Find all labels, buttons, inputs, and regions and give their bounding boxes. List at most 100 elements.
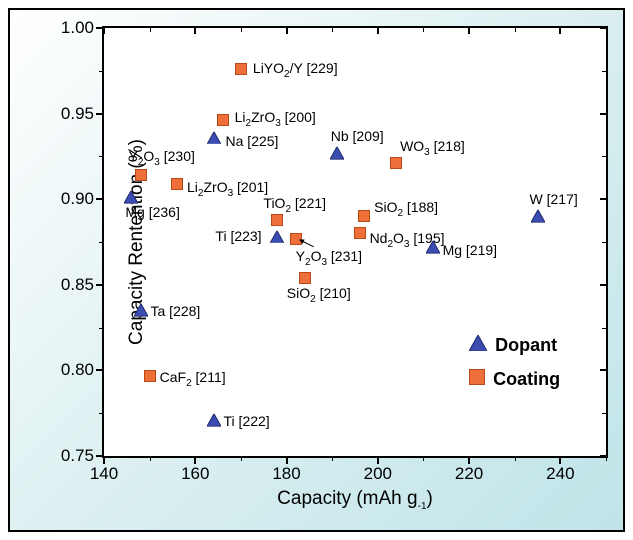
- x-minor-tick: [515, 456, 516, 461]
- point-label: TiO2 [221]: [263, 196, 326, 215]
- coating-point: [235, 63, 247, 75]
- point-label: Li2ZrO3 [201]: [187, 180, 268, 199]
- y-minor-tick: [99, 413, 104, 414]
- x-tick: [286, 26, 288, 34]
- y-tick: [96, 113, 104, 115]
- coating-point: [135, 169, 147, 181]
- y-minor-tick: [99, 242, 104, 243]
- x-axis-label: Capacity (mAh g-1): [277, 488, 433, 512]
- chart-frame: Capacity (mAh g-1) Capacity Rentention (…: [0, 0, 633, 540]
- x-tick-label: 180: [272, 464, 300, 484]
- point-label: SiO2 [188]: [374, 200, 438, 219]
- x-tick-label: 160: [181, 464, 209, 484]
- x-minor-tick: [515, 27, 516, 32]
- coating-point: [171, 178, 183, 190]
- legend-label: Coating: [493, 369, 560, 390]
- x-minor-tick: [150, 456, 151, 461]
- legend-label: Dopant: [495, 335, 557, 356]
- coating-point: [217, 114, 229, 126]
- legend-item: Dopant: [469, 335, 557, 356]
- y-tick: [600, 369, 608, 371]
- dopant-point: [207, 131, 221, 144]
- x-minor-tick: [150, 27, 151, 32]
- coating-point: [354, 227, 366, 239]
- dopant-point: [207, 414, 221, 427]
- y-tick: [600, 198, 608, 200]
- y-tick: [96, 27, 104, 29]
- x-tick-label: 240: [546, 464, 574, 484]
- x-tick: [377, 26, 379, 34]
- square-icon: [469, 369, 485, 390]
- dopant-point: [270, 231, 284, 244]
- coating-point: [299, 272, 311, 284]
- y-tick: [600, 27, 608, 29]
- coating-point: [271, 214, 283, 226]
- point-label: CaF2 [211]: [160, 370, 226, 389]
- x-tick: [559, 26, 561, 34]
- triangle-icon: [469, 335, 487, 356]
- y-minor-tick: [602, 156, 607, 157]
- point-label: Na [225]: [226, 134, 279, 148]
- point-label: Ti [223]: [215, 229, 261, 243]
- dopant-point: [426, 241, 440, 254]
- x-tick: [468, 456, 470, 464]
- y-minor-tick: [99, 328, 104, 329]
- y-tick-label: 0.85: [61, 275, 94, 295]
- y-tick-label: 0.75: [61, 446, 94, 466]
- y-minor-tick: [602, 328, 607, 329]
- y-tick: [600, 455, 608, 457]
- point-label: Y2O3 [230]: [129, 149, 195, 168]
- x-minor-tick: [241, 27, 242, 32]
- y-tick: [96, 198, 104, 200]
- y-tick: [96, 369, 104, 371]
- annotation-arrow: [296, 236, 318, 256]
- point-label: W [217]: [530, 192, 578, 206]
- x-tick: [377, 456, 379, 464]
- y-tick: [96, 455, 104, 457]
- y-minor-tick: [99, 71, 104, 72]
- x-tick: [286, 456, 288, 464]
- x-minor-tick: [332, 456, 333, 461]
- plot-area: Capacity (mAh g-1) Capacity Rentention (…: [102, 26, 608, 458]
- dopant-point: [531, 210, 545, 223]
- chart-outer-border: Capacity (mAh g-1) Capacity Rentention (…: [8, 8, 625, 532]
- x-tick: [103, 456, 105, 464]
- y-tick: [600, 113, 608, 115]
- dopant-point: [134, 304, 148, 317]
- x-tick: [559, 456, 561, 464]
- x-minor-tick: [423, 456, 424, 461]
- point-label: SiO2 [210]: [287, 286, 351, 305]
- point-label: Mg [219]: [443, 243, 497, 257]
- y-tick: [96, 284, 104, 286]
- y-tick-label: 0.80: [61, 360, 94, 380]
- point-label: Nb [209]: [331, 129, 384, 143]
- y-tick-label: 0.90: [61, 189, 94, 209]
- point-label: WO3 [218]: [400, 139, 465, 158]
- point-label: LiYO2/Y [229]: [253, 61, 338, 80]
- x-tick: [194, 26, 196, 34]
- x-tick-label: 220: [455, 464, 483, 484]
- x-tick-label: 200: [364, 464, 392, 484]
- y-minor-tick: [602, 242, 607, 243]
- point-label: Ti [222]: [224, 414, 270, 428]
- legend-item: Coating: [469, 369, 560, 390]
- x-tick: [194, 456, 196, 464]
- dopant-point: [330, 147, 344, 160]
- x-minor-tick: [332, 27, 333, 32]
- x-tick-label: 140: [90, 464, 118, 484]
- coating-point: [390, 157, 402, 169]
- point-label: Mg [236]: [125, 205, 179, 219]
- x-tick: [468, 26, 470, 34]
- y-minor-tick: [99, 156, 104, 157]
- x-minor-tick: [241, 456, 242, 461]
- dopant-point: [124, 191, 138, 204]
- y-tick: [600, 284, 608, 286]
- coating-point: [358, 210, 370, 222]
- y-minor-tick: [602, 413, 607, 414]
- x-minor-tick: [423, 27, 424, 32]
- y-minor-tick: [602, 71, 607, 72]
- y-tick-label: 0.95: [61, 104, 94, 124]
- coating-point: [144, 370, 156, 382]
- y-tick-label: 1.00: [61, 18, 94, 38]
- point-label: Li2ZrO3 [200]: [235, 110, 316, 129]
